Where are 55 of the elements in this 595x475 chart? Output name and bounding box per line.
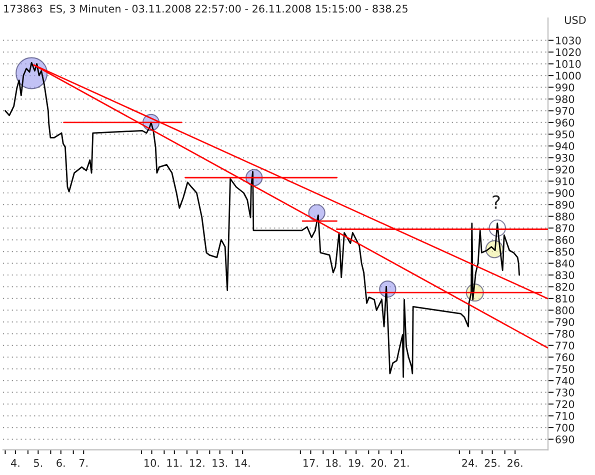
y-tick-label: 740: [556, 376, 574, 385]
x-tick-label: 7.: [79, 459, 88, 467]
x-tick-label: 5.: [34, 459, 42, 467]
y-tick-label: 890: [556, 200, 574, 209]
y-tick-label: 770: [556, 342, 574, 350]
y-tick-label: 710: [556, 412, 574, 420]
x-tick-label: 6.: [56, 459, 65, 467]
y-tick-label: 750: [556, 365, 574, 373]
y-tick-label: 760: [556, 353, 574, 362]
y-tick-label: 830: [556, 271, 574, 280]
x-tick-label: 20.: [371, 459, 386, 467]
annotation: ?: [492, 195, 500, 209]
y-tick-label: 850: [556, 248, 574, 256]
y-tick-label: 810: [556, 294, 574, 303]
y-axis-title: USD: [565, 16, 586, 24]
y-tick-label: 900: [556, 189, 574, 197]
y-tick-label: 690: [556, 435, 574, 444]
x-tick-label: 11.: [167, 459, 182, 467]
y-tick-label: 1020: [556, 48, 581, 56]
y-tick-label: 1000: [556, 72, 581, 80]
y-tick-label: 840: [556, 259, 574, 268]
y-tick-label: 940: [556, 142, 574, 150]
x-tick-label: 26.: [508, 459, 522, 467]
y-tick-label: 1010: [556, 60, 581, 68]
x-tick-label: 4.: [11, 459, 20, 467]
y-tick-label: 880: [556, 212, 574, 220]
y-tick-label: 720: [556, 400, 574, 408]
chart-title: 173863 ES, 3 Minuten - 03.11.2008 22:57:00 - 26.11.2008 15:15:00 - 838.25: [4, 4, 408, 14]
y-tick-label: 960: [556, 118, 574, 127]
x-tick-label: 24.: [462, 459, 477, 467]
y-tick-label: 950: [556, 130, 574, 138]
y-tick-label: 920: [556, 166, 574, 174]
y-tick-label: 990: [556, 84, 574, 92]
x-tick-label: 21.: [394, 459, 409, 467]
y-tick-label: 820: [556, 282, 574, 291]
x-tick-label: 19.: [348, 459, 364, 467]
x-tick-label: 17.: [304, 459, 318, 467]
x-tick-label: 12.: [190, 459, 204, 467]
y-tick-label: 700: [556, 424, 574, 432]
y-tick-label: 930: [556, 154, 574, 162]
y-tick-label: 790: [556, 318, 574, 326]
y-tick-label: 780: [556, 330, 574, 338]
y-tick-label: 970: [556, 106, 574, 115]
y-tick-label: 910: [556, 177, 574, 186]
y-tick-label: 860: [556, 236, 574, 244]
x-tick-label: 18.: [326, 459, 341, 467]
x-tick-label: 10.: [144, 459, 159, 467]
x-tick-label: 25.: [484, 459, 500, 467]
y-tick-label: 800: [556, 306, 574, 314]
x-tick-label: 13.: [212, 459, 228, 467]
y-tick-label: 980: [556, 95, 574, 104]
y-tick-label: 730: [556, 388, 574, 396]
y-tick-label: 870: [556, 224, 574, 232]
y-tick-label: 1030: [556, 36, 581, 44]
x-tick-label: 14.: [235, 459, 250, 467]
